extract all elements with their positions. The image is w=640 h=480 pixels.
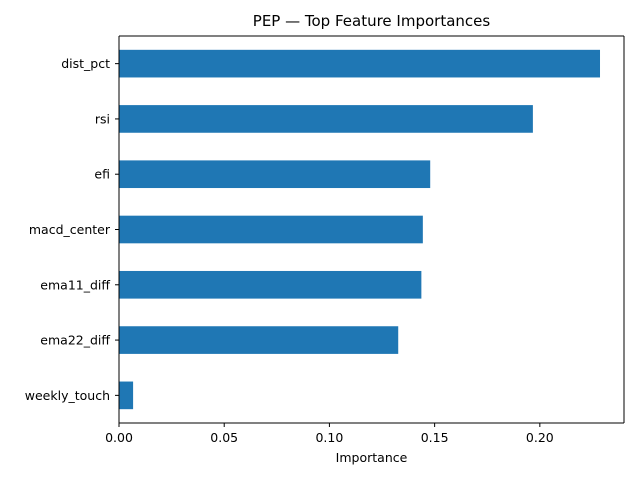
x-tick-label: 0.15 (421, 430, 449, 445)
bar-efi (119, 160, 431, 189)
x-tick-label: 0.00 (105, 430, 133, 445)
y-tick-label: efi (94, 167, 110, 182)
x-tick-label: 0.20 (526, 430, 554, 445)
y-tick-label: ema22_diff (40, 333, 110, 348)
x-axis-label: Importance (336, 450, 408, 465)
bar-weekly_touch (119, 381, 134, 410)
bar-rsi (119, 105, 533, 133)
y-tick-label: dist_pct (61, 56, 110, 71)
y-tick-label: ema11_diff (40, 277, 110, 292)
y-tick-label: rsi (95, 111, 110, 126)
x-tick-label: 0.05 (210, 430, 238, 445)
x-tick-label: 0.10 (315, 430, 343, 445)
y-tick-label: macd_center (29, 222, 111, 237)
y-tick-label: weekly_touch (25, 388, 110, 403)
bar-ema11_diff (119, 270, 422, 299)
bar-dist_pct (119, 49, 601, 78)
chart-title: PEP — Top Feature Importances (253, 12, 491, 30)
bar-macd_center (119, 215, 423, 244)
bar-ema22_diff (119, 326, 399, 354)
bars-layer (119, 49, 601, 410)
